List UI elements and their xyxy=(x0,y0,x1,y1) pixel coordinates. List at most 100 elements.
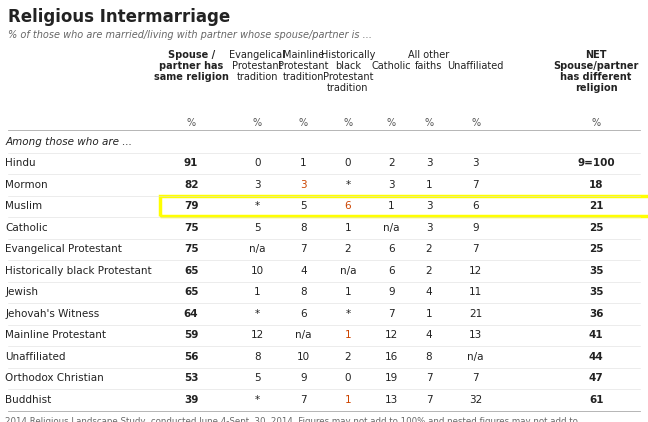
Text: Historically: Historically xyxy=(321,50,375,60)
Text: %: % xyxy=(387,118,396,128)
Text: 7: 7 xyxy=(472,180,479,190)
Text: 6: 6 xyxy=(388,244,395,254)
Text: Mormon: Mormon xyxy=(5,180,48,190)
Text: %: % xyxy=(187,118,196,128)
Text: 75: 75 xyxy=(184,244,198,254)
Text: Protestant: Protestant xyxy=(323,72,373,82)
Text: 36: 36 xyxy=(589,309,603,319)
Text: 9: 9 xyxy=(300,373,307,383)
Text: 7: 7 xyxy=(300,395,307,405)
Text: 3: 3 xyxy=(426,158,432,168)
Text: 53: 53 xyxy=(184,373,198,383)
Text: Mainline: Mainline xyxy=(283,50,324,60)
Text: 9: 9 xyxy=(388,287,395,297)
Text: partner has: partner has xyxy=(159,61,224,71)
Text: 44: 44 xyxy=(589,352,603,362)
Text: 39: 39 xyxy=(184,395,198,405)
Text: 1: 1 xyxy=(345,223,351,233)
Text: Buddhist: Buddhist xyxy=(5,395,51,405)
Text: 3: 3 xyxy=(426,201,432,211)
Text: Hindu: Hindu xyxy=(5,158,36,168)
Text: 1: 1 xyxy=(426,180,432,190)
Text: Unaffiliated: Unaffiliated xyxy=(448,61,503,71)
Text: Mainline Protestant: Mainline Protestant xyxy=(5,330,106,340)
Text: *: * xyxy=(255,309,260,319)
Text: 35: 35 xyxy=(589,287,603,297)
Text: *: * xyxy=(345,180,351,190)
Text: 2: 2 xyxy=(426,266,432,276)
Text: 2: 2 xyxy=(345,244,351,254)
Text: 19: 19 xyxy=(385,373,398,383)
Text: 6: 6 xyxy=(472,201,479,211)
Text: 5: 5 xyxy=(254,373,260,383)
Text: n/a: n/a xyxy=(249,244,266,254)
Text: 8: 8 xyxy=(300,287,307,297)
Text: Orthodox Christian: Orthodox Christian xyxy=(5,373,104,383)
Text: 64: 64 xyxy=(184,309,198,319)
Text: 5: 5 xyxy=(254,223,260,233)
Text: 79: 79 xyxy=(184,201,198,211)
Text: Evangelical: Evangelical xyxy=(229,50,285,60)
Text: 56: 56 xyxy=(184,352,198,362)
Text: 3: 3 xyxy=(388,180,395,190)
Text: 1: 1 xyxy=(345,330,351,340)
Text: 9: 9 xyxy=(472,223,479,233)
Text: Jehovah's Witness: Jehovah's Witness xyxy=(5,309,99,319)
Text: 1: 1 xyxy=(345,287,351,297)
Text: 2: 2 xyxy=(388,158,395,168)
Text: n/a: n/a xyxy=(467,352,484,362)
Text: 7: 7 xyxy=(426,373,432,383)
Text: 6: 6 xyxy=(300,309,307,319)
Bar xyxy=(160,197,648,216)
Text: 65: 65 xyxy=(184,266,198,276)
Text: 2: 2 xyxy=(426,244,432,254)
Text: 1: 1 xyxy=(300,158,307,168)
Text: 75: 75 xyxy=(184,223,198,233)
Text: % of those who are married/living with partner whose spouse/partner is ...: % of those who are married/living with p… xyxy=(8,30,372,40)
Text: 7: 7 xyxy=(426,395,432,405)
Text: has different: has different xyxy=(561,72,632,82)
Text: 6: 6 xyxy=(388,266,395,276)
Text: Spouse /: Spouse / xyxy=(168,50,214,60)
Text: *: * xyxy=(255,201,260,211)
Text: Among those who are ...: Among those who are ... xyxy=(5,137,132,147)
Text: black: black xyxy=(335,61,361,71)
Text: 3: 3 xyxy=(426,223,432,233)
Text: All other: All other xyxy=(408,50,450,60)
Text: NET: NET xyxy=(585,50,607,60)
Text: 8: 8 xyxy=(254,352,260,362)
Text: 0: 0 xyxy=(254,158,260,168)
Text: %: % xyxy=(424,118,434,128)
Text: 3: 3 xyxy=(300,180,307,190)
Text: Protestant: Protestant xyxy=(232,61,283,71)
Text: Catholic: Catholic xyxy=(371,61,411,71)
Text: 4: 4 xyxy=(300,266,307,276)
Text: n/a: n/a xyxy=(383,223,400,233)
Text: 6: 6 xyxy=(345,201,351,211)
Text: 1: 1 xyxy=(426,309,432,319)
Text: 2: 2 xyxy=(345,352,351,362)
Text: 41: 41 xyxy=(589,330,603,340)
Text: Jewish: Jewish xyxy=(5,287,38,297)
Text: 16: 16 xyxy=(385,352,398,362)
Text: Spouse/partner: Spouse/partner xyxy=(553,61,639,71)
Text: 10: 10 xyxy=(251,266,264,276)
Text: 12: 12 xyxy=(469,266,482,276)
Text: 0: 0 xyxy=(345,373,351,383)
Text: Evangelical Protestant: Evangelical Protestant xyxy=(5,244,122,254)
Text: 7: 7 xyxy=(472,244,479,254)
Text: 25: 25 xyxy=(589,244,603,254)
Text: religion: religion xyxy=(575,83,618,93)
Text: 1: 1 xyxy=(388,201,395,211)
Text: Religious Intermarriage: Religious Intermarriage xyxy=(8,8,230,26)
Text: 3: 3 xyxy=(472,158,479,168)
Text: 10: 10 xyxy=(297,352,310,362)
Text: n/a: n/a xyxy=(340,266,356,276)
Text: 32: 32 xyxy=(469,395,482,405)
Text: Catholic: Catholic xyxy=(5,223,48,233)
Text: Protestant: Protestant xyxy=(278,61,329,71)
Text: 47: 47 xyxy=(589,373,603,383)
Text: 25: 25 xyxy=(589,223,603,233)
Text: %: % xyxy=(592,118,601,128)
Text: n/a: n/a xyxy=(295,330,312,340)
